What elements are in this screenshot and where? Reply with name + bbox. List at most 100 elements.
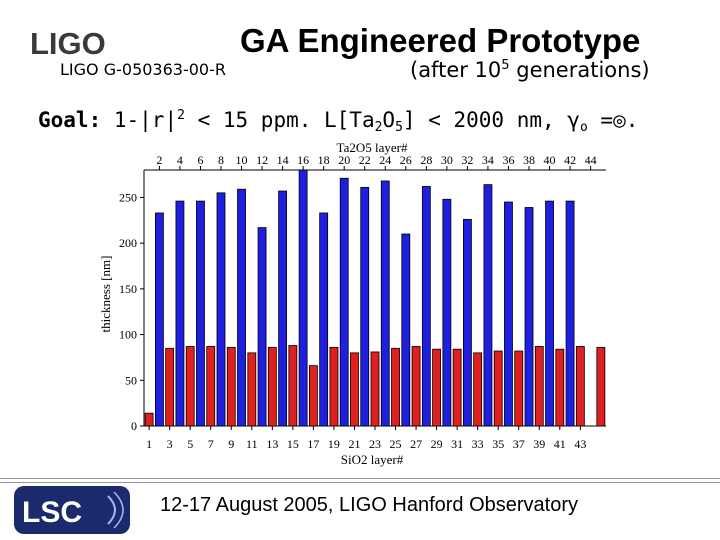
sio2-bar-17	[308, 365, 318, 427]
x-top-tick-label: 40	[544, 153, 556, 167]
sio2-bar-43	[575, 346, 585, 427]
sio2-bar-35	[493, 350, 503, 427]
sio2-bar-7	[206, 346, 216, 427]
x-top-tick-label: 14	[277, 153, 289, 167]
goal-exponent: 2	[177, 108, 185, 123]
x-top-ticks: 2 4 6 8 10 12 14 16 18 20 22 24 26 28 30 32 34 36 38 40 42 44	[156, 153, 597, 170]
x-top-tick-label: 42	[564, 153, 576, 167]
reflectivity-symbol: r	[151, 108, 165, 132]
gamma-symbol: γ	[567, 108, 580, 132]
ta2o5-bar-26	[401, 233, 411, 427]
sio2-bar-23	[370, 351, 380, 427]
sio2-bar-25	[391, 347, 400, 427]
x-top-tick-label: 8	[218, 153, 224, 167]
x-bottom-ticks: 1 3 5 7 9 11 13 15 17 19 21 23 25 27 29 31 33 35 37 39 41 43	[146, 426, 586, 451]
x-top-tick-label: 28	[420, 153, 432, 167]
x-bottom-tick-label: 13	[266, 437, 278, 451]
sio2-bar-31	[452, 348, 462, 427]
document-id: LIGO G-050363-00-R	[60, 60, 226, 79]
sio2-bar-37	[514, 350, 524, 427]
x-top-tick-label: 12	[256, 153, 268, 167]
y-tick-label: 200	[119, 236, 137, 250]
x-bottom-tick-label: 25	[390, 437, 402, 451]
x-top-tick-label: 2	[156, 153, 162, 167]
x-top-tick-label: 22	[359, 153, 371, 167]
footer-divider	[0, 478, 720, 479]
x-bottom-tick-label: 23	[369, 437, 381, 451]
x-bottom-tick-label: 29	[431, 437, 443, 451]
ta2o5-bar-20	[339, 177, 349, 427]
x-top-tick-label: 44	[585, 153, 597, 167]
goal-text-6: =	[587, 108, 614, 132]
sio2-bar-27	[411, 346, 421, 427]
target-symbol: ◎	[613, 108, 626, 132]
sio2-bar-15	[288, 345, 298, 427]
footer-divider-secondary	[0, 482, 720, 483]
x-bottom-tick-label: 5	[187, 437, 193, 451]
ta2o5-bar-10	[237, 188, 246, 427]
y-tick-label: 150	[119, 282, 137, 296]
subtitle-exponent: 5	[501, 58, 510, 73]
ligo-logo-text: LIGO	[30, 26, 106, 60]
x-bottom-tick-label: 27	[410, 437, 422, 451]
x-bottom-tick-label: 37	[513, 437, 525, 451]
ta2o5-bar-36	[504, 201, 513, 427]
x-bottom-axis-label: SiO2 layer#	[341, 452, 404, 467]
x-bottom-tick-label: 43	[574, 437, 586, 451]
ta2o5-bar-22	[360, 186, 370, 427]
x-bottom-tick-label: 33	[472, 437, 484, 451]
x-bottom-tick-label: 9	[228, 437, 234, 451]
y-tick-label: 50	[125, 373, 137, 387]
lsc-logo-background	[14, 486, 130, 534]
x-top-tick-label: 34	[482, 153, 494, 167]
x-bottom-tick-label: 11	[246, 437, 258, 451]
x-bottom-tick-label: 7	[208, 437, 214, 451]
bars	[144, 169, 606, 427]
ta2o5-bar-32	[462, 218, 472, 427]
lsc-wave-outer-icon	[113, 491, 124, 529]
x-top-tick-label: 20	[338, 153, 350, 167]
sio2-bar-19	[329, 346, 339, 427]
subtitle-suffix: generations)	[509, 58, 650, 82]
lsc-logo: LSC	[14, 486, 130, 534]
y-tick-label: 100	[119, 328, 137, 342]
x-top-tick-label: 36	[502, 153, 514, 167]
sio2-bar-9	[226, 346, 236, 427]
x-bottom-tick-label: 41	[554, 437, 566, 451]
slide-subtitle: (after 105 generations)	[410, 58, 650, 82]
ta2o5-bar-24	[380, 180, 390, 427]
goal-text-3: < 15 ppm. L[Ta	[184, 108, 375, 132]
lsc-logo-text: LSC	[22, 496, 82, 529]
ta2o5-bar-38	[524, 207, 534, 427]
ta2o5-bar-28	[421, 186, 431, 427]
y-axis-ticks: 0 50 100 150 200 250	[119, 190, 144, 433]
sio2-bar-13	[267, 346, 277, 427]
ta2o5-bar-6	[196, 200, 205, 427]
goal-sub-b: 5	[395, 120, 403, 135]
ta2o5-bar-42	[565, 200, 575, 427]
sio2-bar-3	[165, 347, 175, 427]
x-bottom-tick-label: 15	[287, 437, 299, 451]
x-bottom-tick-label: 17	[307, 437, 319, 451]
goal-text-2: |	[164, 108, 178, 132]
goal-sub-a: 2	[374, 120, 383, 135]
x-top-tick-label: 26	[400, 153, 412, 167]
ta2o5-bar-2	[154, 212, 164, 427]
x-bottom-tick-label: 39	[533, 437, 545, 451]
x-top-tick-label: 38	[523, 153, 535, 167]
goal-statement: Goal: 1-|r|2 < 15 ppm. L[Ta2O5] < 2000 n…	[38, 108, 638, 135]
ta2o5-bar-34	[483, 184, 493, 427]
sio2-bar-11	[247, 352, 257, 427]
x-top-tick-label: 30	[441, 153, 453, 167]
x-top-tick-label: 18	[318, 153, 330, 167]
goal-text-1: 1-|	[101, 108, 152, 132]
ta2o5-bar-30	[442, 198, 452, 427]
x-top-tick-label: 10	[236, 153, 248, 167]
lsc-wave-icon	[107, 495, 116, 525]
ta2o5-bar-40	[545, 200, 554, 427]
ta2o5-bar-18	[319, 212, 329, 427]
y-axis-label: thickness [nm]	[98, 256, 113, 333]
x-bottom-tick-label: 21	[348, 437, 360, 451]
ta2o5-bar-14	[278, 190, 288, 427]
x-top-tick-label: 6	[197, 153, 203, 167]
